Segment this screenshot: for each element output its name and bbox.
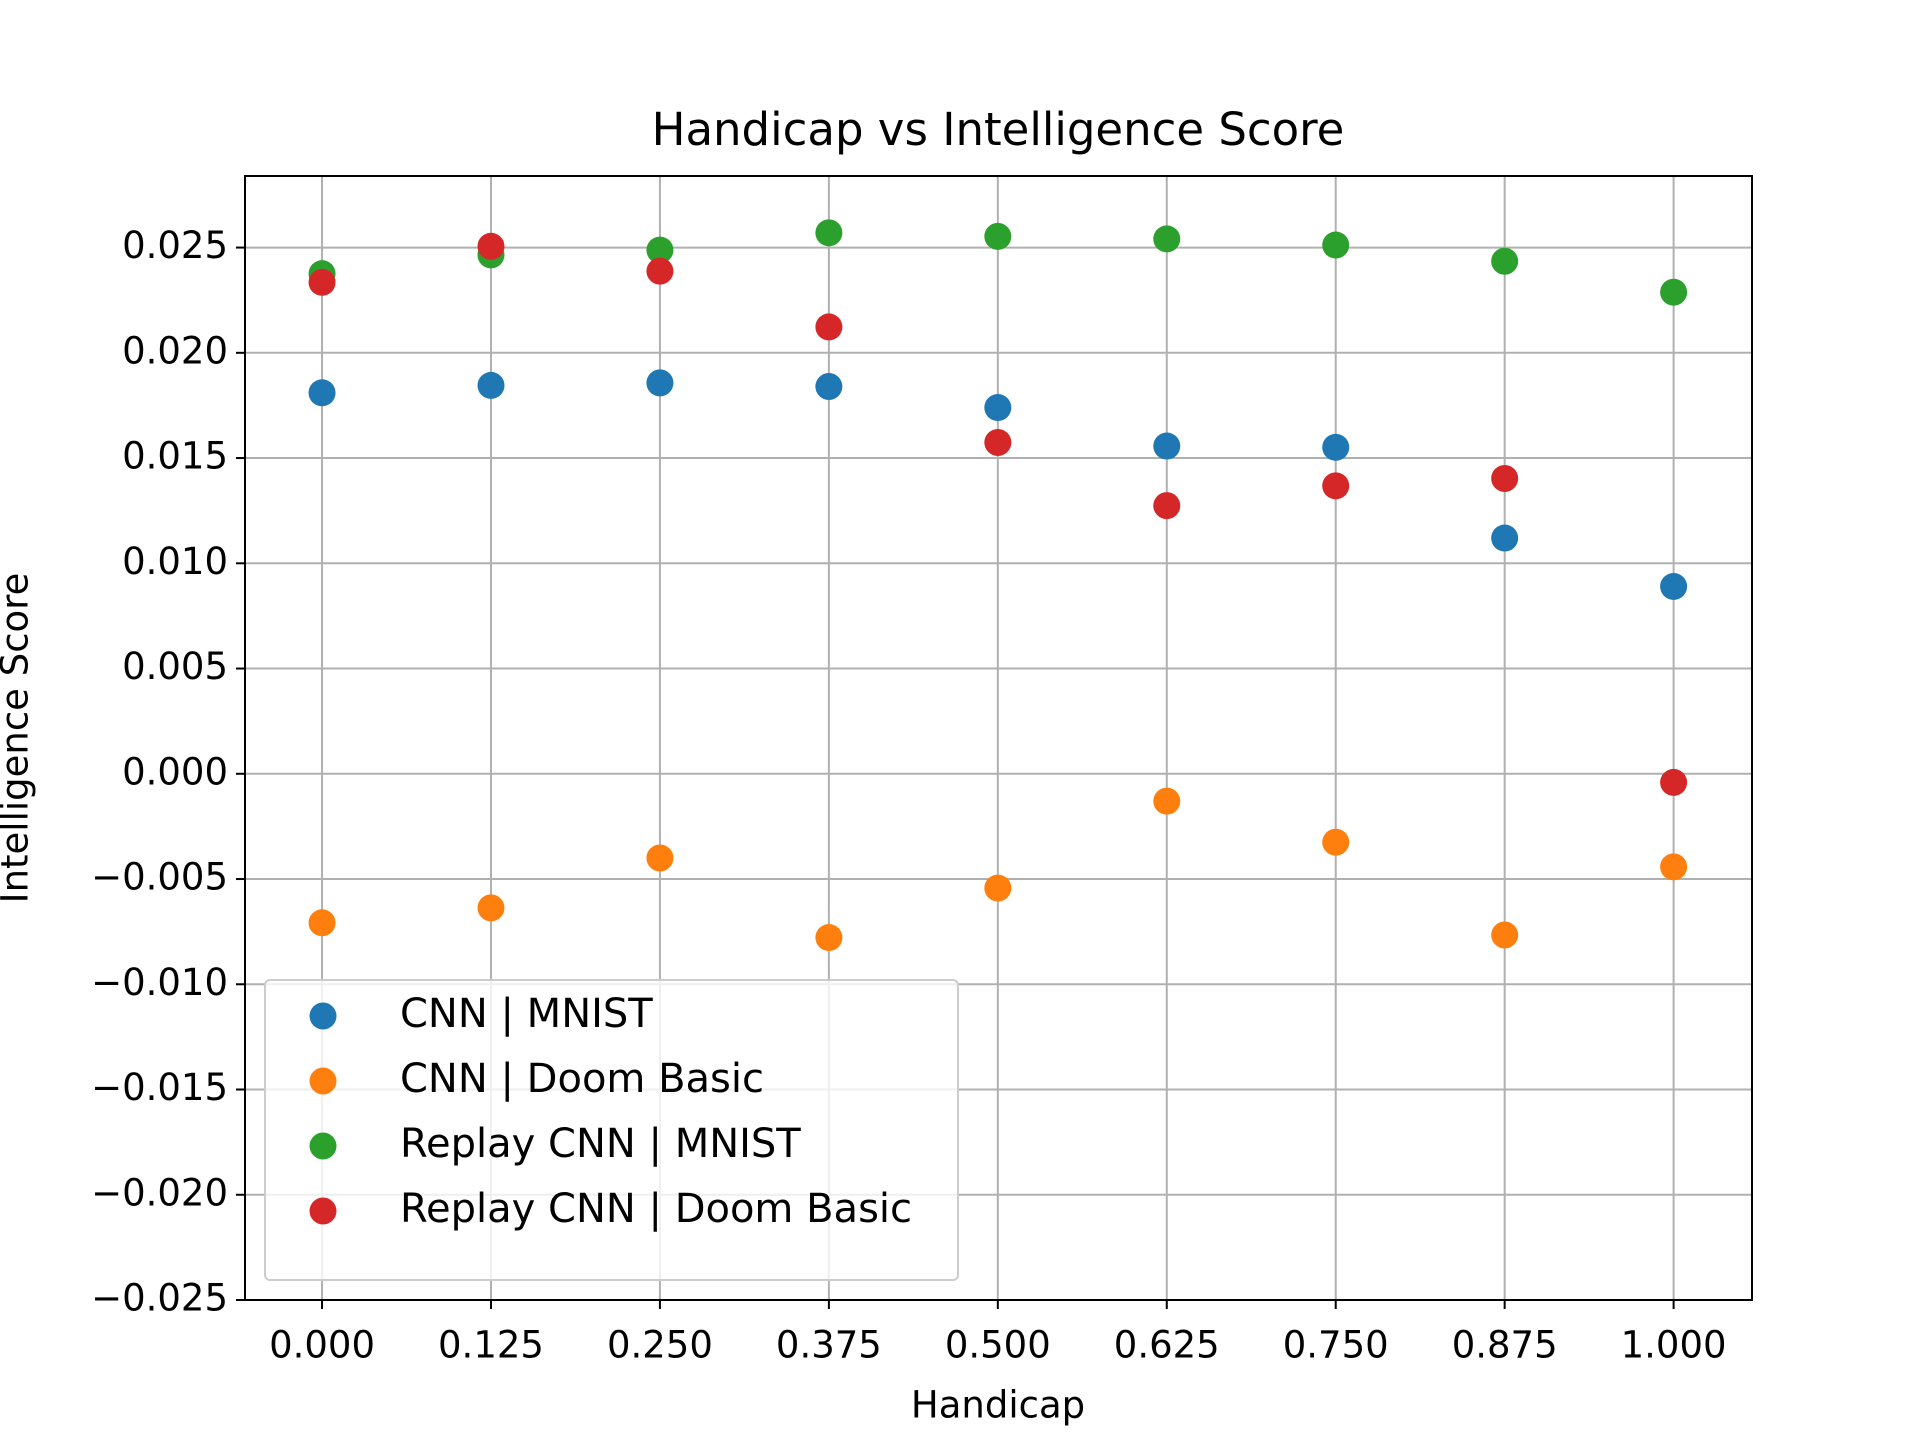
- data-point: [1153, 787, 1181, 815]
- y-tick-label: 0.005: [122, 645, 228, 688]
- y-axis-label: Intelligence Score: [0, 573, 37, 904]
- data-point: [815, 924, 843, 952]
- y-tick-label: −0.015: [91, 1066, 228, 1109]
- y-tick-label: 0.015: [122, 435, 228, 478]
- data-point: [1660, 278, 1688, 306]
- data-point: [1491, 464, 1519, 492]
- y-tick-label: 0.020: [122, 329, 228, 372]
- x-tick-label: 0.250: [607, 1324, 713, 1367]
- data-point: [984, 222, 1012, 250]
- legend-marker: [309, 1067, 337, 1095]
- y-tick-label: 0.025: [122, 224, 228, 267]
- chart-title: Handicap vs Intelligence Score: [652, 103, 1345, 156]
- y-tick-label: −0.020: [91, 1171, 228, 1214]
- x-tick-label: 0.625: [1114, 1324, 1220, 1367]
- data-point: [1153, 432, 1181, 460]
- data-point: [308, 909, 336, 937]
- data-point: [477, 371, 505, 399]
- x-tick-label: 0.500: [945, 1324, 1051, 1367]
- legend-marker: [309, 1002, 337, 1030]
- data-point: [984, 394, 1012, 422]
- legend-marker: [309, 1132, 337, 1160]
- x-tick-label: 0.000: [269, 1324, 375, 1367]
- y-tick-label: 0.000: [122, 750, 228, 793]
- y-tick-label: 0.010: [122, 540, 228, 583]
- y-tick-label: −0.010: [91, 961, 228, 1004]
- data-point: [1660, 768, 1688, 796]
- x-tick-label: 0.125: [438, 1324, 544, 1367]
- data-point: [477, 894, 505, 922]
- x-tick-label: 0.750: [1283, 1324, 1389, 1367]
- data-point: [1153, 225, 1181, 253]
- plot-frame: [244, 175, 1753, 1301]
- data-point: [815, 313, 843, 341]
- data-point: [1491, 247, 1519, 275]
- data-point: [646, 369, 674, 397]
- x-axis-label: Handicap: [911, 1384, 1085, 1427]
- y-tick-label: −0.025: [91, 1277, 228, 1320]
- y-tick-label: −0.005: [91, 856, 228, 899]
- data-point: [984, 428, 1012, 456]
- x-tick-label: 0.375: [776, 1324, 882, 1367]
- legend: CNN | MNIST CNN | Doom Basic Replay CNN | …: [264, 979, 959, 1281]
- x-tick-label: 1.000: [1621, 1324, 1727, 1367]
- legend-label: CNN | Doom Basic: [400, 1056, 764, 1102]
- data-point: [1491, 524, 1519, 552]
- data-point: [1322, 828, 1350, 856]
- data-point: [477, 232, 505, 260]
- data-point: [308, 268, 336, 296]
- x-tick-label: 0.875: [1452, 1324, 1558, 1367]
- data-point: [1322, 231, 1350, 259]
- data-point: [984, 874, 1012, 902]
- data-point: [815, 219, 843, 247]
- data-point: [1322, 472, 1350, 500]
- data-point: [815, 372, 843, 400]
- legend-label: Replay CNN | Doom Basic: [400, 1186, 912, 1232]
- data-point: [308, 379, 336, 407]
- legend-marker: [309, 1197, 337, 1225]
- data-point: [1491, 921, 1519, 949]
- data-point: [646, 236, 674, 264]
- legend-label: CNN | MNIST: [400, 991, 653, 1037]
- data-point: [1322, 433, 1350, 461]
- data-point: [646, 844, 674, 872]
- data-point: [646, 257, 674, 285]
- legend-label: Replay CNN | MNIST: [400, 1121, 801, 1167]
- data-point: [1660, 853, 1688, 881]
- data-point: [1660, 572, 1688, 600]
- legend-box: [264, 979, 959, 1281]
- data-point: [1153, 492, 1181, 520]
